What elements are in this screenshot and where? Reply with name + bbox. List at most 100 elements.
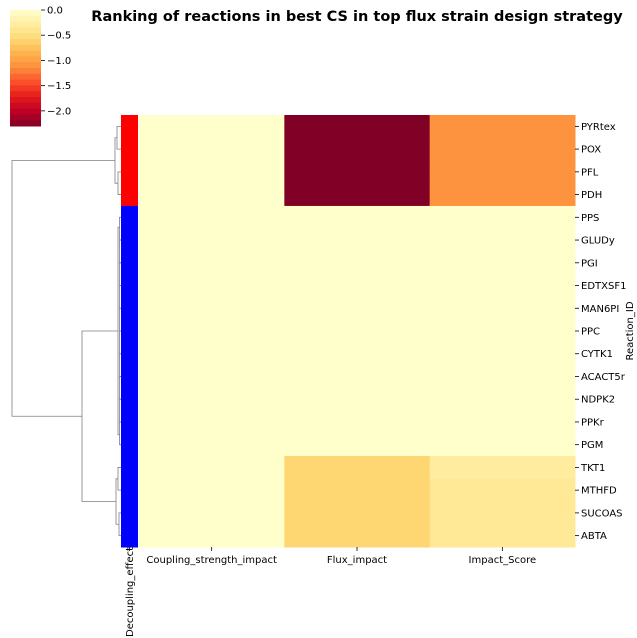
dendrogram-branch [117,171,121,195]
row-color-cell [121,205,138,230]
heatmap-cell [139,251,285,275]
heatmap-cell [284,387,431,412]
row-color-cell [121,183,138,207]
heatmap-cell [429,501,576,525]
heatmap-cell [139,342,285,366]
heatmap-cell [429,183,576,207]
heatmap-cell [429,205,576,230]
colorbar-segment [10,73,41,81]
row-tick-label: POX [581,145,601,156]
heatmap-cell [284,296,431,321]
heatmap-cell [139,433,285,457]
heatmap-cell [284,160,431,184]
dendrogram-branch [119,262,121,286]
colorbar-tick-label: −2.0 [47,106,71,117]
column-tick-label: Impact_Score [469,555,537,566]
column-tick-labels: Coupling_strength_impact Flux_impact Impac… [146,547,536,566]
colorbar-segment [10,27,41,34]
row-color-strip [121,115,138,551]
row-color-cell [121,501,138,525]
heatmap-cell [429,524,576,548]
colorbar-segment [10,44,41,52]
row-tick-label: GLUDy [581,236,615,247]
dendrogram-branch [119,285,121,309]
row-color-cell [121,342,138,366]
row-color-cell [121,137,138,161]
heatmap-cell [284,478,431,503]
heatmap-cell [429,319,576,343]
heatmap-cell [284,410,431,434]
row-color-cell [121,160,138,184]
row-tick-label: ACACT5r [581,372,626,383]
dendrogram-branch [115,478,119,525]
heatmap-cell [429,456,576,480]
colorbar-tick-label: −1.0 [47,56,71,67]
heatmap-cell [429,137,576,161]
heatmap-cell [429,410,576,434]
heatmap-cell [284,274,431,298]
dendrogram-branch [119,330,121,355]
row-color-label: Decoupling_effect [125,547,136,637]
chart-title: Ranking of reactions in best CS in top f… [91,9,623,25]
column-tick-label: Coupling_strength_impact [146,555,277,566]
row-color-cell [121,365,138,389]
row-tick-label: PGI [581,258,598,269]
dendrogram-branch [117,467,121,491]
dendrogram-branch [119,353,121,377]
heatmap-cell [284,433,431,457]
row-color-cell [121,319,138,343]
row-tick-labels: PYRtex POX PFL PDH PPS GLUDy PGI EDTXSF1 MAN6PI P… [575,122,626,542]
heatmap-cell [429,228,576,252]
dendrogram-branch [114,137,118,184]
heatmap-cell [139,228,285,252]
dendrogram-branch [81,330,118,502]
row-tick-label: PPC [581,327,600,338]
colorbar-segment [10,56,41,63]
heatmap-cell [139,115,285,139]
dendrogram-branch [119,421,121,446]
heatmap-cell [429,387,576,412]
y-axis-label: Reaction_ID [625,301,636,360]
dendrogram-branch [119,216,121,241]
heatmap-cell [429,251,576,275]
heatmap-cell [284,456,431,480]
row-tick-label: CYTK1 [581,349,613,360]
colorbar-segment [10,21,41,28]
heatmap-cell [429,433,576,457]
colorbar-segment [10,120,41,127]
heatmap-cell [284,501,431,525]
heatmap-cell [139,274,285,298]
row-tick-label: MTHFD [581,486,617,497]
colorbar-segment [10,62,41,69]
colorbar: 0.0 −0.5 −1.0 −1.5 −2.0 [10,6,71,127]
heatmap-cell [139,501,285,525]
row-tick-label: PFL [581,167,599,178]
row-color-cell [121,456,138,480]
row-color-cell [121,296,138,321]
row-tick-label: PDH [581,190,602,201]
colorbar-tick-label: −0.5 [47,31,71,42]
row-tick-label: PYRtex [581,122,616,133]
row-tick-label: MAN6PI [581,304,619,315]
colorbar-segment [10,79,41,86]
heatmap-cell [284,115,431,139]
heatmap-cell [429,478,576,503]
row-tick-label: SUCOAS [581,508,623,519]
heatmap-cell [139,410,285,434]
dendrogram-branch [119,398,121,423]
row-tick-label: TKT1 [580,463,605,474]
heatmap-cell [429,115,576,139]
row-color-cell [121,524,138,548]
heatmap-cell [139,183,285,207]
heatmap-cell [429,365,576,389]
row-color-cell [121,433,138,457]
row-color-cell [121,115,138,139]
row-dendrogram [11,125,121,537]
heatmap-cell [284,228,431,252]
dendrogram-branch [119,239,121,264]
heatmap-cell [139,160,285,184]
heatmap-cell [429,160,576,184]
colorbar-segment [10,102,41,110]
heatmap-cell [284,251,431,275]
colorbar-segment [10,10,41,17]
